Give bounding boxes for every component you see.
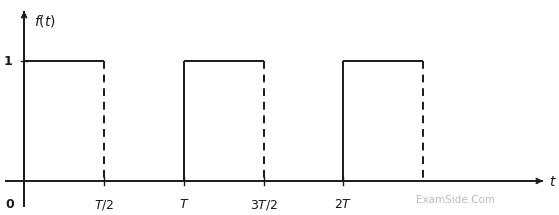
Text: $\mathbf{1}$: $\mathbf{1}$ (3, 55, 13, 68)
Text: $\mathbf{0}$: $\mathbf{0}$ (4, 198, 15, 211)
Text: $f(t)$: $f(t)$ (34, 13, 55, 29)
Text: $3T/2$: $3T/2$ (250, 198, 278, 212)
Text: $T/2$: $T/2$ (94, 198, 114, 212)
Text: $T$: $T$ (178, 198, 189, 211)
Text: ExamSide.Com: ExamSide.Com (416, 195, 495, 205)
Text: $t$: $t$ (549, 175, 557, 189)
Text: $2T$: $2T$ (334, 198, 353, 211)
